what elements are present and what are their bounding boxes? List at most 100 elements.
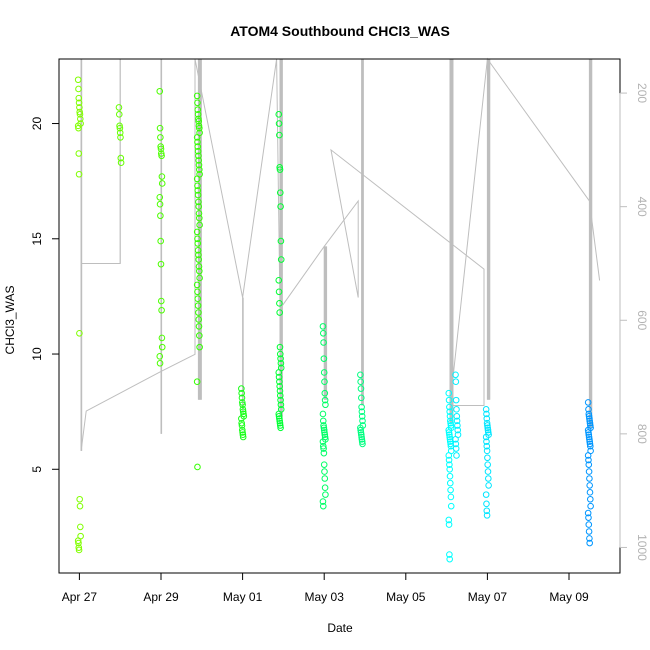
y-tick-label: 5 (30, 466, 44, 473)
data-point (446, 472, 454, 480)
data-point (452, 445, 460, 452)
data-point (276, 392, 284, 399)
data-point (445, 426, 453, 434)
data-point (193, 378, 201, 385)
data-point (584, 509, 592, 517)
data-point (446, 479, 454, 487)
data-point (320, 426, 328, 434)
data-point (276, 383, 283, 390)
data-point (157, 143, 164, 150)
x-axis: Apr 27 Apr 29 May 01 May 03 May 05 May 07 May … (62, 572, 589, 604)
data-point (276, 415, 283, 422)
data-point (74, 122, 82, 130)
data-point (359, 440, 366, 448)
y2-tick-label: 400 (635, 197, 649, 217)
data-point (196, 343, 203, 351)
data-point (585, 514, 592, 521)
x-tick-label: May 03 (305, 590, 345, 604)
data-point (277, 256, 285, 263)
data-point (277, 396, 284, 404)
data-point (321, 431, 329, 439)
data-point (484, 424, 491, 432)
data-point (157, 134, 164, 141)
data-point (194, 111, 202, 118)
data-point (358, 438, 366, 445)
data-point (453, 412, 461, 420)
data-point (587, 495, 594, 503)
data-point (587, 442, 594, 450)
data-point (483, 507, 491, 515)
data-point (321, 484, 329, 492)
data-point (482, 491, 490, 498)
data-point (586, 489, 594, 496)
data-point (157, 297, 165, 305)
data-point (586, 440, 594, 448)
data-point (453, 452, 460, 459)
data-point (238, 419, 245, 427)
data-point (239, 401, 246, 409)
data-point (320, 339, 327, 346)
data-point (195, 117, 202, 125)
data-point (484, 426, 492, 434)
y2-tick-label: 600 (635, 310, 649, 330)
data-point (195, 122, 203, 130)
data-point (483, 438, 490, 445)
data-point (483, 500, 490, 508)
data-point (195, 323, 203, 330)
data-point (238, 415, 245, 422)
data-point (586, 417, 593, 425)
data-point (319, 329, 327, 337)
data-point (76, 502, 84, 510)
data-point (484, 422, 491, 429)
data-point (157, 145, 165, 153)
x-tick-label: Apr 27 (62, 590, 98, 604)
data-point (195, 309, 202, 316)
data-point (357, 378, 364, 385)
data-point (77, 523, 84, 531)
data-point (357, 371, 364, 379)
data-point (276, 164, 283, 171)
data-point (158, 343, 166, 351)
data-point (74, 76, 82, 84)
data-point (275, 373, 283, 381)
data-point (196, 166, 203, 173)
data-point (452, 440, 460, 448)
data-point (445, 429, 453, 436)
data-point (485, 475, 492, 482)
data-point (585, 431, 593, 439)
data-point (321, 475, 329, 482)
data-point (276, 166, 284, 173)
data-point (357, 426, 364, 434)
data-point (277, 359, 285, 367)
data-point (586, 535, 593, 542)
data-point (586, 475, 593, 482)
data-point (275, 111, 283, 118)
data-point (76, 329, 83, 337)
data-point (196, 214, 203, 222)
data-point (357, 429, 365, 436)
data-point (586, 436, 593, 443)
data-point (453, 406, 460, 413)
data-point (446, 412, 454, 420)
data-point (75, 539, 82, 547)
data-point (445, 516, 453, 524)
data-point (319, 417, 327, 425)
data-point (322, 401, 329, 409)
data-point (116, 122, 123, 130)
data-point (116, 124, 124, 132)
data-point (193, 134, 201, 141)
data-point (195, 263, 203, 270)
data-point (585, 528, 593, 535)
data-point (75, 99, 83, 107)
x-tick-label: Apr 29 (143, 590, 179, 604)
data-point (194, 147, 202, 155)
data-point (446, 403, 453, 411)
data-point (483, 410, 490, 418)
data-point (276, 131, 283, 139)
data-point (195, 198, 202, 206)
data-point (320, 424, 328, 432)
data-point (194, 247, 202, 254)
data-point (586, 415, 593, 422)
y2-axis: 200 400 600 800 1000 (619, 83, 649, 561)
